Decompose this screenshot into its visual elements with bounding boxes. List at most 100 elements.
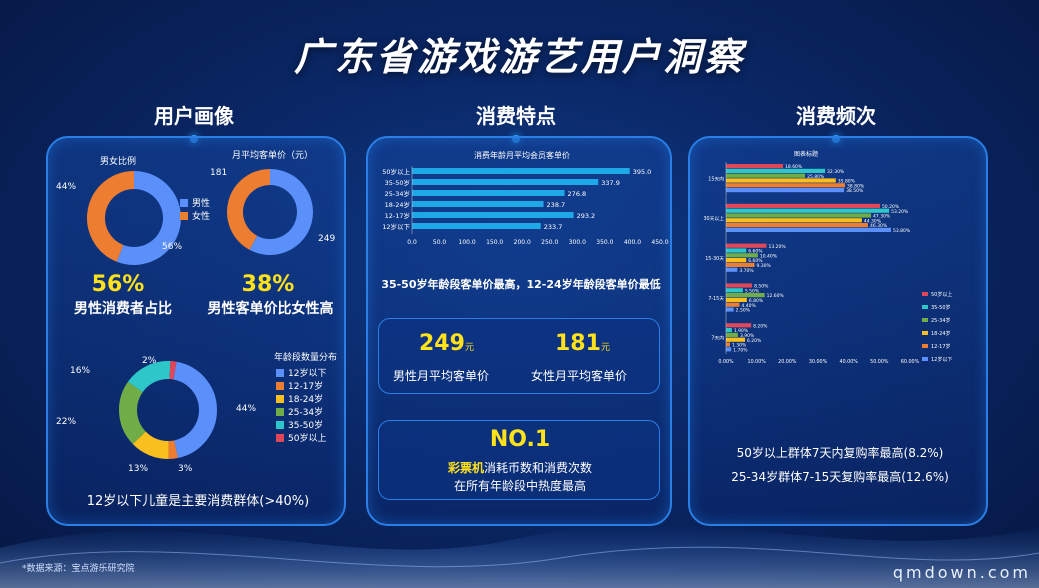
frequency-line2: 25-34岁群体7-15天复购率最高(12.6%) <box>731 470 949 484</box>
freq-bar-label: 50.20% <box>882 204 900 210</box>
freq-bar <box>726 227 891 232</box>
age-legend: 12岁以下 12-17岁 18-24岁 25-34岁 35-50岁 50岁以上 <box>276 366 326 444</box>
bar-category-label: 25-34岁 <box>385 189 410 198</box>
age-slice-3 <box>119 381 147 445</box>
male-slice <box>116 171 181 265</box>
freq-bar-label: 47.30% <box>873 214 891 220</box>
bar <box>412 179 599 185</box>
freq-bar-label: 1.30% <box>732 343 747 349</box>
price-chart-title: 月平均客单价（元） <box>232 151 314 161</box>
freq-bar <box>726 208 890 213</box>
decorative-wave <box>0 525 1039 588</box>
legend-female: 女性 <box>180 209 210 222</box>
freq-bar-label: 5.50% <box>745 288 760 294</box>
freq-legend-swatch <box>922 357 928 361</box>
freq-bar-label: 32.30% <box>827 169 845 175</box>
freq-xtick: 10.00% <box>748 359 767 365</box>
freq-bar-label: 6.20% <box>747 338 762 344</box>
freq-bar-label: 10.40% <box>760 253 778 259</box>
freq-bar-label: 38.80% <box>847 183 865 189</box>
female-slice <box>87 171 135 262</box>
watermark: qmdown.com <box>892 563 1031 582</box>
freq-bar-label: 18.60% <box>785 164 803 170</box>
freq-bar <box>726 297 747 302</box>
freq-bar <box>726 183 845 188</box>
freq-bar <box>726 243 767 248</box>
freq-legend-label: 18-24岁 <box>931 330 951 337</box>
female-price-label: 181 <box>210 168 228 178</box>
freq-bar <box>726 168 826 173</box>
freq-group-label: 7天内 <box>711 335 724 342</box>
bar-caption: 35-50岁年龄段客单价最高，12-24岁年龄段客单价最低 <box>381 278 661 291</box>
bar-chart-title: 消费年龄月平均会员客单价 <box>474 150 570 160</box>
bar-xtick: 200.0 <box>514 239 531 246</box>
age-pct-label: 16% <box>70 366 91 376</box>
bar-xtick: 50.0 <box>433 239 447 246</box>
rank-line2: 在所有年龄段中热度最高 <box>453 479 586 493</box>
freq-bar <box>726 342 730 347</box>
freq-bar <box>726 307 734 312</box>
gender-chart-title: 男女比例 <box>100 157 137 167</box>
bar <box>412 190 565 196</box>
freq-bar-label: 46.30% <box>870 223 888 229</box>
bar-xtick: 150.0 <box>486 239 503 246</box>
bar-value-label: 238.7 <box>547 201 566 209</box>
freq-xtick: 40.00% <box>840 359 859 365</box>
bar-category-label: 18-24岁 <box>385 200 410 209</box>
male-price-label: 249 <box>318 234 336 244</box>
rank-number: NO.1 <box>489 427 551 452</box>
age-pct-label: 44% <box>236 404 257 414</box>
freq-legend-label: 35-50岁 <box>931 304 951 311</box>
freq-bar <box>726 203 880 208</box>
freq-legend-swatch <box>922 331 928 335</box>
freq-bar <box>726 178 836 183</box>
freq-bar-label: 38.50% <box>846 188 864 194</box>
freq-bar-label: 25.80% <box>807 174 825 180</box>
age-legend-item: 12岁以下 <box>276 366 326 379</box>
age-slice-2 <box>132 431 169 459</box>
female-price-caption: 女性月平均客单价 <box>531 369 628 383</box>
rank-box: NO.1 彩票机消耗币数和消费次数 在所有年龄段中热度最高 <box>378 420 660 500</box>
freq-bar <box>726 332 738 337</box>
freq-bar <box>726 262 755 267</box>
freq-bar-label: 3.90% <box>740 333 755 339</box>
male-price-stat: 249元 <box>419 331 474 356</box>
freq-bar <box>726 267 738 272</box>
freq-bar-label: 6.80% <box>749 298 764 304</box>
freq-xtick: 20.00% <box>778 359 797 365</box>
bar <box>412 212 574 218</box>
freq-group-label: 30天以上 <box>704 215 725 222</box>
male-share-stat: 56% <box>91 272 145 297</box>
freq-xtick: 50.00% <box>870 359 889 365</box>
age-caption: 12岁以下儿童是主要消费群体(>40%) <box>86 494 310 509</box>
freq-bar-label: 8.20% <box>753 323 768 329</box>
freq-bar-label: 1.90% <box>734 328 749 334</box>
section-title-frequency: 消费频次 <box>736 100 936 143</box>
freq-bar <box>726 283 753 288</box>
freq-bar-label: 6.60% <box>748 258 763 264</box>
bar-xtick: 400.0 <box>624 239 641 246</box>
freq-bar <box>726 218 862 223</box>
bar-category-label: 12-17岁 <box>385 211 410 220</box>
age-price-bar-chart: 消费年龄月平均会员客单价 50岁以上 395.0 35-50岁 337.9 25-34岁 2… <box>382 150 669 246</box>
freq-bar <box>726 248 747 253</box>
age-legend-item: 50岁以上 <box>276 431 326 444</box>
male-price-slice <box>249 169 313 255</box>
age-legend-item: 18-24岁 <box>276 392 326 405</box>
male-share-caption: 男性消费者占比 <box>74 301 172 317</box>
freq-bar-label: 53.20% <box>891 209 909 215</box>
price-diff-stat: 38% <box>241 272 295 297</box>
freq-bar-label: 6.60% <box>748 249 763 255</box>
freq-bar <box>726 323 752 328</box>
freq-bar <box>726 253 758 258</box>
legend-male: 男性 <box>180 196 210 209</box>
freq-bar <box>726 302 740 307</box>
repurchase-bar-chart: 图表标题 18.60% 32.30%25.80% 35.80%38.80%38.50%… <box>704 150 953 365</box>
freq-bar-label: 12.60% <box>767 293 785 299</box>
bar-xtick: 350.0 <box>596 239 613 246</box>
bar-value-label: 233.7 <box>544 223 563 231</box>
freq-bar <box>726 173 806 178</box>
age-slice-0 <box>172 361 217 458</box>
freq-bar-label: 53.80% <box>893 228 911 234</box>
price-compare-box: 249元 181元 男性月平均客单价 女性月平均客单价 <box>378 318 660 394</box>
